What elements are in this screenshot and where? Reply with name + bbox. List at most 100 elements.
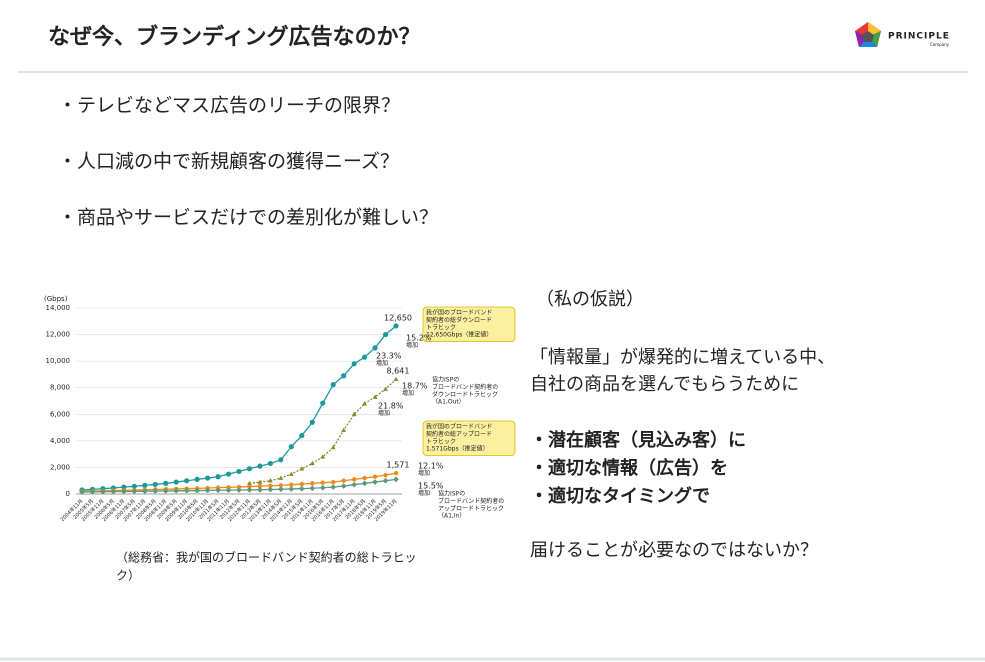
annotation: 1,571Gbps（推定値）: [426, 445, 489, 453]
y-tick-label: 4,000: [50, 437, 70, 445]
point: [299, 432, 305, 439]
hypothesis-point: ・適切なタイミングで: [530, 485, 710, 507]
point: [362, 475, 367, 481]
hypothesis-point: ・適切な情報（広告）を: [530, 457, 728, 479]
question: ・商品やサービスだけでの差別化が難しい？: [58, 207, 438, 229]
point: [141, 488, 148, 495]
point: [372, 474, 378, 479]
point: [268, 478, 273, 483]
point: [278, 483, 284, 488]
hypothesis-point: ・潜在顧客（見込み客）に: [530, 429, 746, 451]
point: [131, 488, 138, 495]
point: [204, 487, 211, 494]
point: [361, 480, 368, 487]
point: [152, 481, 158, 488]
point: [340, 483, 347, 489]
point: [351, 361, 357, 367]
point: [382, 477, 389, 484]
point: [289, 482, 294, 487]
point: [299, 481, 304, 487]
end-label: 12,650: [384, 313, 412, 322]
annotation: 契約者の総ダウンロード: [426, 316, 492, 324]
point: [183, 487, 190, 494]
point: [267, 460, 273, 467]
point: [162, 488, 169, 494]
point: [194, 487, 200, 494]
point: [246, 487, 253, 493]
point: [215, 487, 221, 494]
question: ・テレビなどマス広告のリーチの限界？: [58, 95, 400, 117]
point: [225, 487, 232, 493]
point: [278, 486, 284, 493]
point: [299, 466, 305, 471]
point: [341, 478, 346, 483]
questions: ・テレビなどマス広告のリーチの限界？ ・人口減の中で新規顧客の獲得ニーズ？ ・商品や…: [58, 95, 438, 229]
point: [152, 488, 159, 494]
point: [320, 454, 326, 459]
point: [246, 466, 253, 472]
point: [236, 468, 242, 475]
point: [320, 400, 326, 406]
annotation: トラヒック: [426, 438, 456, 445]
end-label: 1,571: [387, 461, 410, 470]
point: [330, 444, 336, 450]
point: [330, 382, 336, 388]
point: [383, 472, 388, 478]
y-tick-label: 0: [66, 490, 70, 498]
point: [278, 457, 284, 463]
annotation: アップロードトラヒック: [438, 505, 504, 512]
annotation: 我が国のブロードバンド: [426, 423, 492, 431]
hypothesis-conclusion: 届けることが必要なのではないか？: [530, 540, 818, 561]
question: ・人口減の中で新規顧客の獲得ニーズ？: [58, 151, 399, 173]
point: [79, 489, 85, 495]
point: [257, 486, 263, 493]
annotation: 増加: [376, 359, 388, 367]
y-tick-label: 12,000: [46, 331, 71, 339]
point: [319, 484, 326, 491]
point: [341, 427, 347, 433]
hypothesis-heading: （私の仮説）: [536, 289, 644, 310]
annotation: 12,650Gbps（推定値）: [426, 331, 492, 339]
logo-sub: Company: [930, 42, 950, 47]
hypothesis-lead: 「情報量」が爆発的に増えている中、: [530, 347, 835, 368]
y-axis-label: (Gbps): [44, 295, 68, 303]
point: [257, 463, 263, 469]
point: [341, 373, 347, 379]
point: [267, 486, 274, 493]
point: [121, 488, 127, 495]
annotation: （A1,In）: [438, 513, 465, 520]
annotation: ブロードバンド契約者の: [438, 497, 504, 505]
point: [309, 485, 316, 492]
annotation: 23.3%: [376, 352, 402, 361]
annotation: 18.7%: [402, 382, 428, 391]
annotation: 協力ISPの: [438, 490, 465, 498]
point: [110, 488, 117, 495]
point: [372, 394, 378, 399]
point: [257, 479, 263, 484]
title: なぜ今、ブランディング広告なのか？: [48, 24, 420, 50]
annotation: 15.2%: [406, 334, 432, 343]
hypothesis-lead: 自社の商品を選んでもらうために: [530, 374, 799, 395]
point: [236, 484, 242, 490]
point: [278, 475, 284, 480]
point: [205, 475, 211, 481]
point: [393, 470, 399, 476]
point: [310, 481, 315, 486]
point: [351, 481, 357, 488]
point: [131, 483, 137, 489]
annotation: 21.8%: [378, 402, 404, 411]
annotation: 増加: [418, 489, 430, 497]
annotation: 契約者の総アップロード: [426, 430, 492, 438]
point: [215, 474, 221, 480]
point: [225, 471, 232, 477]
point: [331, 479, 336, 485]
point: [320, 480, 325, 485]
point: [362, 401, 367, 406]
point: [393, 376, 399, 381]
point: [372, 479, 378, 485]
point: [351, 411, 357, 417]
point: [194, 476, 200, 482]
point: [393, 476, 399, 483]
annotation: トラヒック: [426, 324, 456, 331]
annotation: 我が国のブロードバンド: [426, 309, 492, 317]
